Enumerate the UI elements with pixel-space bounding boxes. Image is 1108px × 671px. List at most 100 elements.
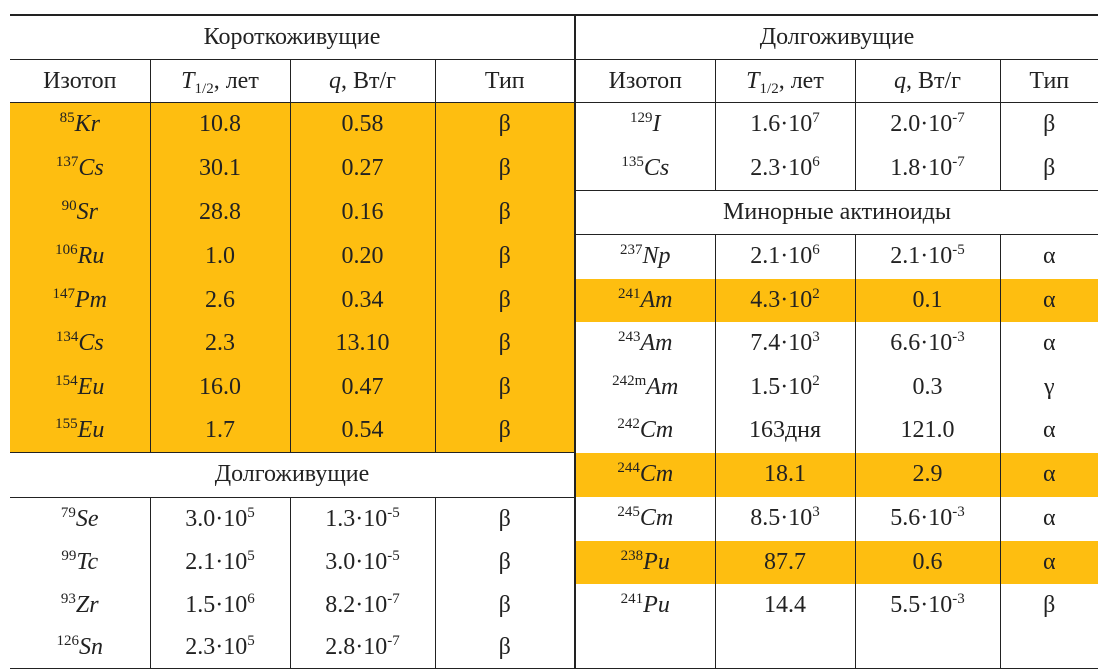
decay-type: β (498, 154, 511, 181)
header-heat-output: q, Вт/г (289, 59, 435, 103)
half-life-cell-base: 8.5·10 (750, 505, 813, 532)
decay-type: β (498, 286, 511, 313)
half-life-cell-base: 30.1 (199, 154, 241, 181)
half-life-cell-exponent: 6 (247, 591, 255, 608)
decay-type-cell: γ (999, 365, 1099, 409)
heat-cell-base: 0.34 (341, 286, 384, 313)
half-life-cell: 163дня (714, 408, 855, 453)
heat-cell: 0.3 (854, 365, 1000, 409)
decay-type-cell: β (434, 278, 575, 322)
mass-number: 155 (55, 415, 78, 432)
heat-cell: 0.47 (289, 365, 435, 409)
half-life-cell-base: 2.3·10 (185, 634, 248, 661)
half-life-cell: 2.1·105 (149, 540, 290, 585)
element-symbol: Eu (77, 416, 105, 443)
heat-cell: 0.20 (289, 234, 435, 279)
heat-cell-base: 5.5·10 (890, 592, 953, 619)
isotope-cell: 155Eu (10, 408, 150, 453)
half-life-cell-base: 163дня (748, 417, 822, 444)
half-life-cell-base: 2.6 (205, 286, 235, 313)
element-symbol: Tc (76, 549, 99, 576)
isotope-cell: 137Cs (10, 146, 150, 191)
decay-type: γ (1043, 373, 1055, 400)
heat-cell: 8.2·10-7 (289, 584, 435, 628)
heat-cell: 0.27 (289, 146, 435, 191)
element-symbol: Cs (78, 154, 104, 181)
heat-cell: 6.6·10-3 (854, 321, 1000, 366)
heat-cell-base: 2.0·10 (890, 111, 953, 138)
decay-type-cell: α (999, 321, 1099, 366)
table-row: Долгоживущие 244Cm 18.1 2.9 α (10, 452, 1099, 498)
mass-number: 135 (621, 153, 644, 170)
mass-number: 147 (52, 285, 76, 302)
isotope-cell: 243Am (574, 321, 715, 366)
isotope-cell: 241Pu (574, 584, 715, 628)
half-life-cell: 28.8 (149, 190, 290, 235)
heat-cell: 1.3·10-5 (289, 497, 435, 541)
heat-cell-base: 0.27 (341, 154, 384, 181)
half-life-cell-base: 2.1·10 (750, 243, 813, 270)
table-row: 90Sr 28.8 0.16 β Минорные актиноиды (10, 189, 1099, 236)
isotope-cell: 147Pm (10, 278, 150, 322)
half-life-cell: 2.1·106 (714, 234, 855, 279)
half-life-cell: 2.3 (149, 321, 290, 366)
heat-cell-base: 121.0 (900, 417, 955, 444)
table-row: 99Tc 2.1·105 3.0·10-5 β 238Pu 87.7 0.6 α (10, 540, 1099, 585)
heat-symbol: q (328, 67, 341, 94)
heat-cell: 3.0·10-5 (289, 540, 435, 585)
header-type-label: Тип (1029, 67, 1070, 94)
table-row: 79Se 3.0·105 1.3·10-5 β 245Cm 8.5·103 5.6·10-3… (10, 497, 1099, 541)
mass-number: 106 (55, 242, 78, 259)
header-type-label: Тип (484, 67, 525, 94)
decay-type-cell: α (999, 540, 1099, 585)
empty-cell (714, 627, 855, 669)
heat-cell-base: 0.54 (341, 416, 384, 443)
mass-number: 245 (617, 504, 640, 521)
table-row: 126Sn 2.3·105 2.8·10-7 β (10, 627, 1099, 669)
half-life-subscript: 1/2 (759, 80, 779, 97)
heat-cell-exponent: -7 (952, 153, 965, 170)
half-life-cell-base: 2.3 (205, 330, 235, 357)
header-half-life: T1/2, лет (149, 59, 290, 103)
half-life-cell-exponent: 5 (247, 633, 255, 650)
heat-cell: 121.0 (854, 408, 1000, 453)
decay-type: β (498, 634, 511, 661)
half-life-cell: 1.7 (149, 408, 290, 453)
table-row: 155Eu 1.7 0.54 β 242Cm 163дня 121.0 α (10, 408, 1099, 453)
half-life-cell: 2.3·106 (714, 146, 855, 191)
decay-type: β (498, 330, 511, 357)
half-life-cell-base: 1.7 (205, 416, 235, 443)
mass-number: 237 (619, 242, 643, 259)
mass-number: 154 (55, 372, 78, 389)
section-title-text: Долгоживущие (759, 24, 915, 50)
half-life-cell-base: 1.5·10 (750, 373, 813, 400)
heat-cell: 0.16 (289, 190, 435, 235)
half-life-cell-exponent: 2 (812, 285, 820, 302)
element-symbol: Am (640, 286, 673, 313)
half-life-cell-base: 3.0·10 (185, 505, 248, 532)
table-row: 154Eu 16.0 0.47 β 242mAm 1.5·102 0.3 γ (10, 365, 1099, 409)
section-title-text: Короткоживущие (203, 24, 381, 50)
element-symbol: Sr (76, 198, 98, 225)
heat-cell: 0.54 (289, 408, 435, 453)
section-title-text: Минорные актиноиды (723, 198, 952, 225)
decay-type-cell: β (434, 497, 575, 541)
header-heat-output: q, Вт/г (854, 59, 1000, 103)
half-life-cell-base: 7.4·10 (750, 330, 813, 357)
heat-cell: 5.6·10-3 (854, 497, 1000, 541)
isotope-cell: 242mAm (574, 365, 715, 409)
decay-type: α (1042, 549, 1056, 576)
half-life-cell-exponent: 6 (812, 153, 820, 170)
heat-cell-exponent: -3 (952, 329, 965, 346)
half-life-cell: 2.6 (149, 278, 290, 322)
section-title-text: Долгоживущие (214, 461, 370, 488)
decay-type-cell: β (434, 627, 575, 669)
half-life-cell: 8.5·103 (714, 497, 855, 541)
decay-type-cell: β (434, 190, 575, 235)
mass-number: 99 (61, 548, 77, 565)
isotope-cell: 99Tc (10, 541, 150, 584)
mass-number: 242m (612, 372, 647, 389)
mass-number: 90 (61, 197, 77, 214)
decay-type: β (498, 111, 511, 138)
isotope-cell: 245Cm (574, 497, 715, 541)
